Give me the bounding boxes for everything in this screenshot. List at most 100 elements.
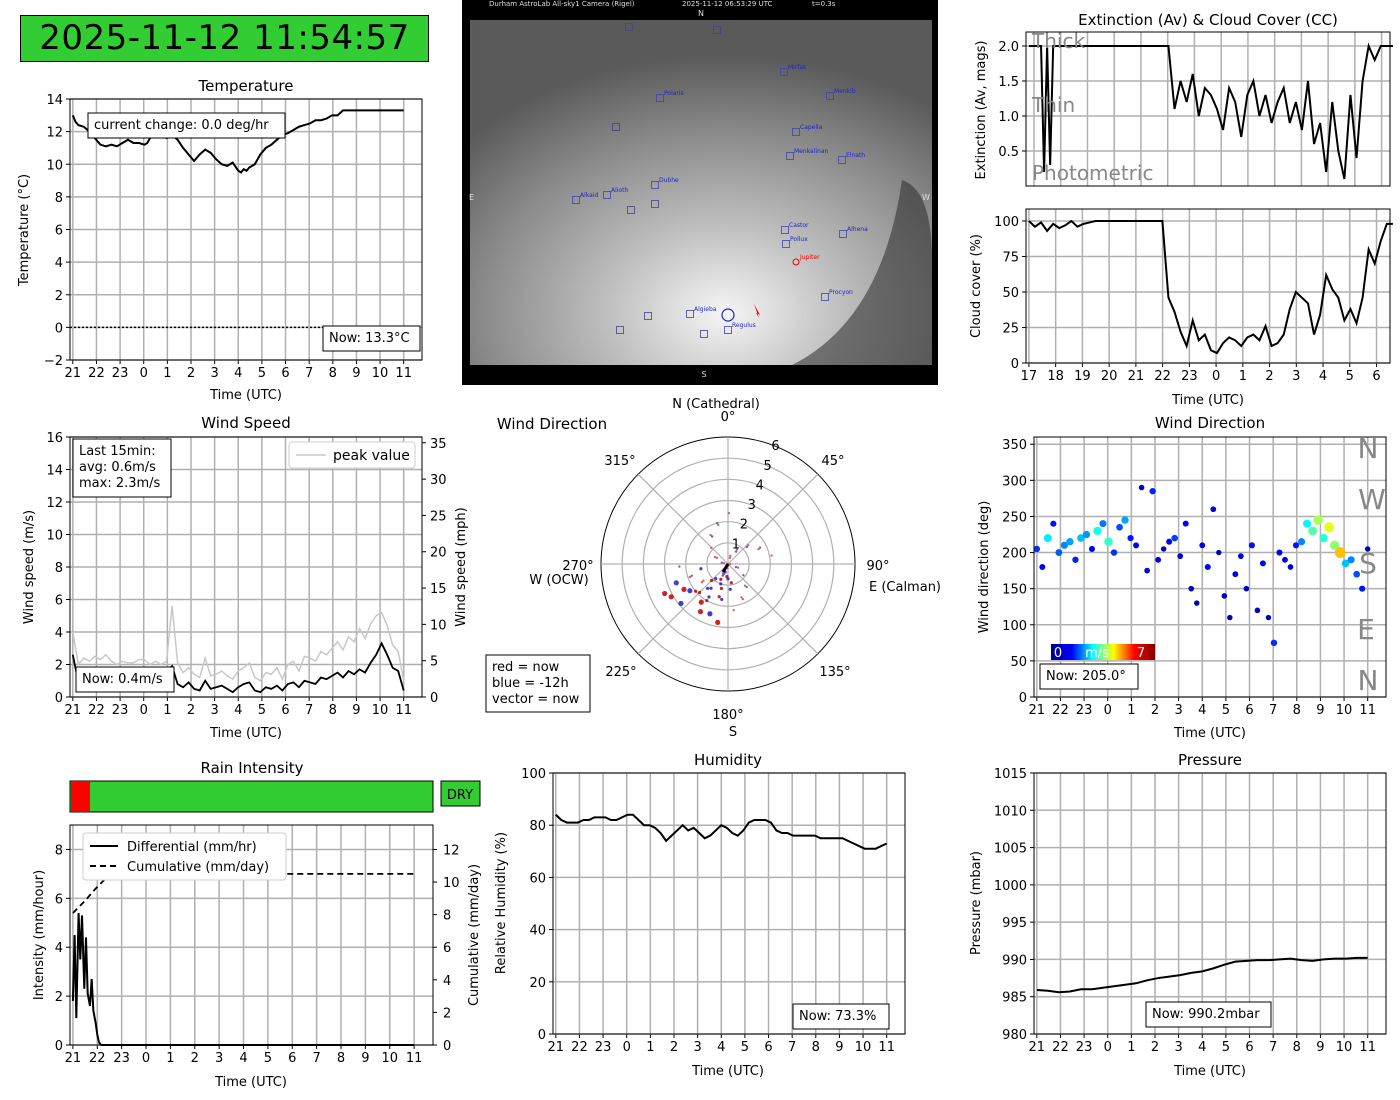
cloud-xtick-label: 0 xyxy=(1212,369,1220,384)
polar-point xyxy=(705,586,710,590)
star-label: Dubhe xyxy=(659,177,679,184)
humidity-xtick-label: 4 xyxy=(717,1040,725,1055)
star-marker xyxy=(839,230,847,238)
temperature-ylabel: Temperature (°C) xyxy=(17,174,32,287)
polar-point xyxy=(734,550,738,553)
wind-speed-ytick-label: 10 xyxy=(46,529,63,544)
wind-speed-y2tick-label: 5 xyxy=(430,655,438,670)
polar-point xyxy=(673,580,679,586)
polar-point xyxy=(728,556,732,560)
polar-point xyxy=(690,574,693,577)
wind-dir-point xyxy=(1188,585,1195,592)
temperature-ytick-label: −2 xyxy=(44,354,63,369)
wind-speed-xtick-label: 2 xyxy=(187,703,195,718)
wind-dir-xtick-label: 7 xyxy=(1269,703,1277,718)
wind-speed-xtick-label: 0 xyxy=(140,703,148,718)
jupiter-arrow xyxy=(754,304,760,318)
wind-dir-point xyxy=(1341,559,1350,568)
pressure-now-box-text: Now: 990.2mbar xyxy=(1152,1007,1260,1022)
polar-vector xyxy=(721,563,730,573)
rain-ytick-label: 6 xyxy=(55,892,63,907)
star-marker xyxy=(838,156,846,164)
wind-speed-y2tick-label: 15 xyxy=(430,582,447,597)
pressure-ytick-label: 980 xyxy=(1002,1028,1027,1043)
rain-dry-label: DRY xyxy=(447,788,473,803)
polar-point xyxy=(746,544,750,547)
wind-speed-ytick-label: 12 xyxy=(46,496,63,511)
skycam-south: S xyxy=(701,370,706,379)
star-label: Jupiter xyxy=(799,254,820,261)
extinction-zone-label: Thick xyxy=(1031,29,1085,53)
rain-differential-line xyxy=(71,912,415,1046)
humidity-now-box-bg xyxy=(792,1003,890,1030)
polar-point xyxy=(713,555,717,559)
polar-spoke xyxy=(727,563,819,655)
temperature-xtick-label: 10 xyxy=(372,366,389,381)
extinction-ytick-label: 0.5 xyxy=(998,145,1019,160)
wind-dir-point xyxy=(1259,560,1266,567)
wind-legend: peak value xyxy=(288,441,416,469)
temperature-now-box-bg xyxy=(322,325,421,352)
wind-speed-ytick-label: 0 xyxy=(55,691,63,706)
polar-point xyxy=(727,512,731,515)
wind-dir-point xyxy=(1177,553,1184,560)
wind-dir-point xyxy=(1334,547,1346,558)
wind-dir-ytick-label: 100 xyxy=(1002,619,1027,634)
rain-xtick-label: 10 xyxy=(381,1051,398,1066)
humidity-xtick-label: 8 xyxy=(812,1040,820,1055)
temperature-frame xyxy=(69,98,423,361)
star-label: Mirfak xyxy=(788,64,807,71)
rain-xtick-label: 1 xyxy=(166,1051,174,1066)
wind-dir-point xyxy=(1265,614,1272,621)
temperature-now-box-text: Now: 13.3°C xyxy=(329,331,410,346)
polar-angle-label: 90° xyxy=(866,559,889,574)
wind-dir-point xyxy=(1276,549,1283,556)
wind-dir-ytick-label: 200 xyxy=(1002,547,1027,562)
wind-speed-xtick-label: 5 xyxy=(258,703,266,718)
temperature-ytick-label: 10 xyxy=(46,158,63,173)
cloud-frame xyxy=(1025,208,1391,364)
polar-spoke xyxy=(637,563,729,655)
star-marker xyxy=(781,226,789,234)
polar-radius-label: 6 xyxy=(771,439,779,454)
polar-point xyxy=(709,578,714,583)
polar-radius-label: 3 xyxy=(748,498,756,513)
cloud-xtick-label: 5 xyxy=(1346,369,1354,384)
wind-dir-point xyxy=(1055,549,1063,556)
allsky-camera-image: Durham AstroLab All-sky1 Camera (Rigel) … xyxy=(462,0,938,385)
wind-dir-ytick-label: 250 xyxy=(1002,510,1027,525)
polar-point xyxy=(707,595,711,599)
rain-xtick-label: 3 xyxy=(215,1051,223,1066)
wind-stats-box-bg xyxy=(72,438,172,498)
polar-point xyxy=(721,574,725,577)
extinction-zone-label: Photometric xyxy=(1032,161,1153,185)
humidity-line xyxy=(555,813,888,850)
star-marker xyxy=(780,68,788,76)
polar-point xyxy=(681,586,687,593)
wind-dir-point xyxy=(1297,538,1306,546)
pressure-now-box: Now: 990.2mbar xyxy=(1145,1001,1272,1028)
pressure-xtick-label: 5 xyxy=(1222,1040,1230,1055)
wind-stats-box-text: Last 15min: xyxy=(79,444,156,459)
humidity-xtick-label: 22 xyxy=(571,1040,588,1055)
wind-dir-point xyxy=(1160,546,1167,552)
polar-point xyxy=(687,588,693,594)
humidity-xtick-label: 11 xyxy=(878,1040,895,1055)
polar-point xyxy=(720,561,723,564)
extinction-ytick-label: 2.0 xyxy=(998,40,1019,55)
pressure-xtick-label: 10 xyxy=(1336,1040,1353,1055)
temperature-xtick-label: 21 xyxy=(65,366,82,381)
cbar-max: 7 xyxy=(1137,646,1145,661)
humidity-now-box-text: Now: 73.3% xyxy=(799,1009,876,1024)
polar-point xyxy=(728,562,732,566)
star-label: Menkib xyxy=(834,88,856,95)
wind-dir-compass-label: N xyxy=(1358,432,1379,465)
polar-point xyxy=(722,572,725,575)
polar-point xyxy=(728,587,732,591)
cloud-xtick-label: 1 xyxy=(1239,369,1247,384)
polar-spoke xyxy=(637,473,729,565)
star-marker xyxy=(656,94,664,102)
polar-angle-label: 135° xyxy=(819,665,850,680)
temperature-xtick-label: 1 xyxy=(163,366,171,381)
temperature-line xyxy=(71,109,404,174)
